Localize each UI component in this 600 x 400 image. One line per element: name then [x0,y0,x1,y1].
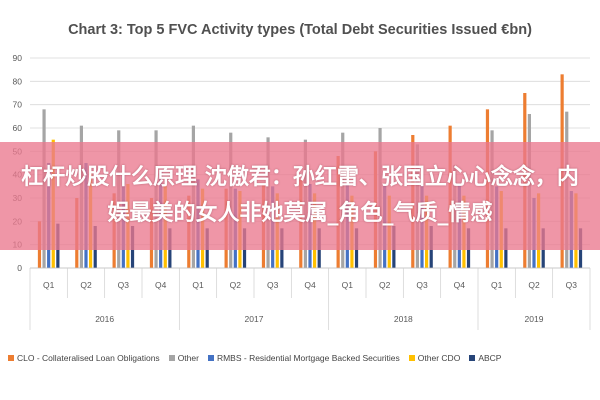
x-tick-label: Q4 [454,280,466,290]
x-tick-label: Q1 [192,280,204,290]
y-tick-label: 60 [13,123,23,133]
x-tick-label: Q3 [566,280,578,290]
legend-item: Other [168,353,199,363]
x-axis: Q1 Q2 Q3 Q4 Q1 Q2 Q3 Q4 Q1 Q2 Q3 Q4 Q1 Q2 Q3 2016 2017 20… [29,267,591,330]
legend-item: ABCP [469,353,501,363]
y-tick-label: 70 [13,100,23,110]
year-label: 2019 [525,314,544,324]
x-tick-label: Q2 [528,280,540,290]
y-tick-label: 0 [17,263,22,273]
legend-swatch [408,355,415,361]
overlay-banner[interactable]: 杠杆炒股什么原理 沈傲君：孙红雷、张国立心心念念，内娱最美的女人非她莫属_角色_… [0,142,600,250]
year-label: 2017 [245,314,264,324]
legend-item: CLO - Collateralised Loan Obligations [8,353,160,363]
legend-item: Other CDO [408,353,461,363]
x-tick-label: Q3 [267,280,279,290]
x-tick-label: Q2 [230,280,242,290]
y-tick-label: 90 [13,53,23,63]
legend-label: Other [177,353,199,363]
x-tick-label: Q4 [155,280,167,290]
legend-swatch [207,355,214,361]
overlay-banner-text[interactable]: 杠杆炒股什么原理 沈傲君：孙红雷、张国立心心念念，内娱最美的女人非她莫属_角色_… [21,165,579,226]
x-tick-label: Q3 [416,280,428,290]
x-tick-label: Q1 [342,280,354,290]
legend-label: RMBS - Residential Mortgage Backed Secur… [216,353,400,363]
year-label: 2018 [394,314,413,324]
x-tick-label: Q2 [80,280,92,290]
x-tick-label: Q4 [304,280,316,290]
legend-label: Other CDO [417,353,461,363]
legend-swatch [168,355,175,361]
legend-label: ABCP [478,353,502,363]
legend-label: CLO - Collateralised Loan Obligations [17,353,160,363]
legend-swatch [8,355,14,361]
legend: CLO - Collateralised Loan Obligations Oth… [8,350,596,366]
legend-item: RMBS - Residential Mortgage Backed Secur… [207,353,400,363]
chart-title: Chart 3: Top 5 FVC Activity types (Total… [68,22,532,38]
year-label: 2016 [95,314,114,324]
x-tick-label: Q1 [43,280,55,290]
x-tick-label: Q1 [491,280,503,290]
legend-swatch [469,355,476,361]
x-tick-label: Q2 [379,280,391,290]
x-tick-label: Q3 [118,280,130,290]
y-tick-label: 80 [13,76,23,86]
